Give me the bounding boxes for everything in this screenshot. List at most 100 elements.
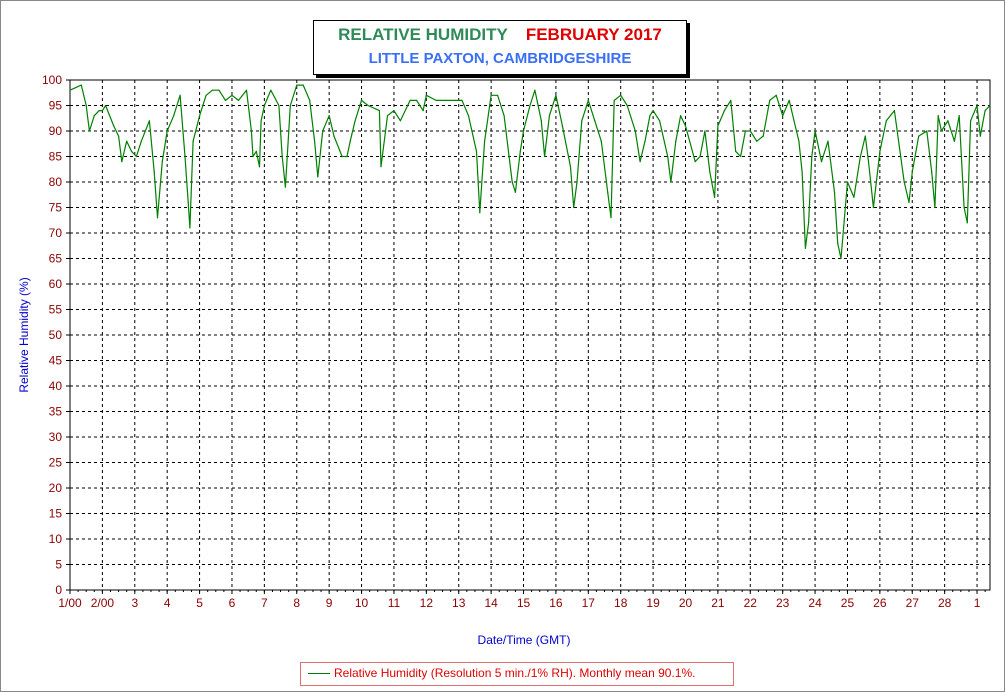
data-point xyxy=(788,99,790,101)
data-point xyxy=(354,120,356,122)
series-layer xyxy=(69,84,991,260)
data-point xyxy=(723,110,726,112)
data-point xyxy=(88,130,90,132)
data-point xyxy=(161,161,163,163)
data-point xyxy=(187,201,189,203)
x-tick-label: 2/00 xyxy=(91,596,115,610)
data-point xyxy=(467,115,470,117)
data-point xyxy=(503,115,505,117)
x-tick-label: 14 xyxy=(484,596,498,610)
data-point xyxy=(360,99,363,101)
data-point xyxy=(140,140,142,142)
data-point xyxy=(250,130,252,132)
x-tick-label: 5 xyxy=(196,596,203,610)
data-point xyxy=(255,150,257,152)
data-point xyxy=(714,196,716,198)
data-point xyxy=(704,130,706,132)
data-point xyxy=(85,104,87,107)
y-tick-label: 70 xyxy=(49,226,63,240)
x-tick-label: 18 xyxy=(614,596,628,610)
data-point xyxy=(811,155,813,158)
data-point xyxy=(976,104,978,107)
x-tick-label: 7 xyxy=(261,596,268,610)
data-point xyxy=(872,206,875,209)
y-tick-label: 15 xyxy=(49,507,63,521)
data-point xyxy=(98,110,100,112)
y-tick-label: 75 xyxy=(49,201,63,215)
data-point xyxy=(989,104,991,107)
data-point xyxy=(649,115,651,117)
data-point xyxy=(652,110,654,112)
data-point xyxy=(211,89,214,91)
data-point xyxy=(105,104,107,107)
data-point xyxy=(422,110,424,112)
x-axis-label: Date/Time (GMT) xyxy=(478,633,571,647)
data-point xyxy=(479,212,481,214)
title-right: FEBRUARY 2017 xyxy=(525,25,662,44)
data-point xyxy=(341,155,343,158)
data-point xyxy=(561,125,564,127)
data-point xyxy=(135,155,137,158)
data-point xyxy=(409,99,411,101)
data-point xyxy=(903,181,905,183)
chart-title: RELATIVE HUMIDITY FEBRUARY 2017 xyxy=(314,25,686,45)
data-point xyxy=(514,191,517,193)
data-point xyxy=(540,120,542,122)
data-point xyxy=(237,99,240,101)
x-tick-label: 11 xyxy=(388,596,401,610)
x-tick-label: 13 xyxy=(452,596,466,610)
data-point xyxy=(820,161,823,163)
data-point xyxy=(808,222,810,224)
data-point xyxy=(302,84,304,86)
data-point xyxy=(573,206,575,209)
data-point xyxy=(600,140,602,142)
data-point xyxy=(184,155,186,158)
data-point xyxy=(931,171,933,173)
data-point xyxy=(113,125,115,127)
data-point xyxy=(367,104,369,107)
data-point xyxy=(620,94,622,96)
data-point xyxy=(740,155,742,158)
data-point xyxy=(680,115,682,117)
data-point xyxy=(317,176,319,178)
data-point xyxy=(534,89,536,91)
data-point xyxy=(156,217,159,219)
data-point xyxy=(775,94,777,96)
data-point xyxy=(684,125,687,127)
data-point xyxy=(859,155,862,158)
data-point xyxy=(284,186,286,188)
axis-layer: 0510152025303540455055606570758085909510… xyxy=(42,73,991,610)
x-tick-label: 6 xyxy=(229,596,236,610)
y-tick-label: 85 xyxy=(49,150,63,164)
data-point xyxy=(846,181,849,183)
data-point xyxy=(296,84,298,86)
data-point xyxy=(349,140,351,142)
data-point xyxy=(252,155,254,158)
y-tick-label: 80 xyxy=(49,175,63,189)
data-point xyxy=(934,206,936,209)
y-tick-label: 5 xyxy=(55,558,62,572)
data-point xyxy=(322,130,324,132)
data-point xyxy=(659,120,661,122)
y-tick-label: 55 xyxy=(49,303,63,317)
title-left: RELATIVE HUMIDITY xyxy=(338,25,508,44)
data-point xyxy=(118,135,120,137)
grid-layer xyxy=(70,80,990,590)
data-point xyxy=(667,155,669,158)
data-point xyxy=(576,181,578,183)
x-tick-label: 9 xyxy=(326,596,333,610)
data-point xyxy=(69,89,71,91)
data-point xyxy=(610,217,612,219)
legend: Relative Humidity (Resolution 5 min./1% … xyxy=(300,662,734,686)
data-point xyxy=(445,99,447,101)
data-point xyxy=(893,110,896,112)
data-point xyxy=(153,171,155,173)
data-point xyxy=(80,84,82,86)
y-tick-label: 25 xyxy=(49,456,63,470)
data-point xyxy=(380,166,382,168)
data-point xyxy=(425,94,427,96)
data-point xyxy=(399,120,401,122)
data-point xyxy=(953,140,956,142)
data-point xyxy=(192,140,194,142)
data-point xyxy=(173,115,175,117)
